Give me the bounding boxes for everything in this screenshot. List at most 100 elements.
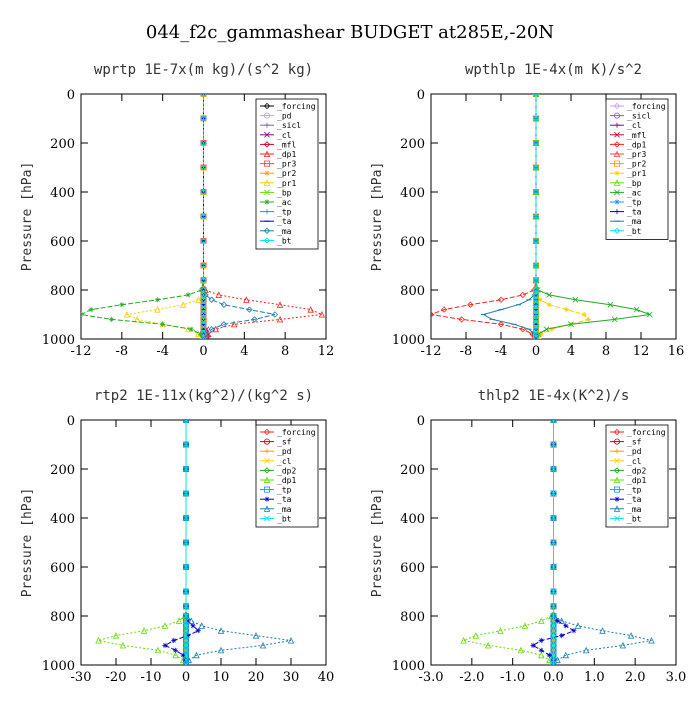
legend-marker [264, 199, 270, 205]
legend-entry-tp: _tp [627, 198, 642, 207]
x-tick-label: -4 [495, 344, 508, 359]
data-point [533, 336, 539, 339]
data-point [183, 490, 189, 497]
data-point [183, 613, 189, 619]
data-layer [95, 420, 295, 665]
data-point [554, 618, 561, 624]
data-point [550, 588, 557, 595]
legend-marker [264, 122, 270, 128]
data-point [521, 622, 529, 629]
y-tick-label: 400 [50, 512, 75, 527]
data-point [201, 335, 208, 339]
data-point [550, 637, 557, 644]
data-point [183, 622, 189, 629]
legend-marker [263, 227, 271, 234]
data-point [251, 316, 258, 323]
data-point [183, 441, 189, 448]
x-tick-label: 30 [283, 670, 300, 685]
data-point [574, 622, 582, 629]
data-point [460, 637, 467, 644]
legend-marker [264, 496, 270, 502]
data-point [183, 466, 189, 472]
legend-marker [263, 505, 271, 512]
legend-entry-pr2: _pr2 [277, 169, 296, 178]
data-point [537, 297, 543, 303]
data-layer [460, 420, 655, 665]
data-point [564, 307, 570, 313]
data-point [550, 657, 557, 663]
legend-entry-mfl: _mfl [627, 131, 646, 140]
legend-marker [614, 122, 620, 128]
legend-entry-pd: _pd [277, 447, 292, 456]
legend-entry-sf: _sf [627, 438, 642, 447]
legend-entry-tp: _tp [277, 208, 292, 217]
data-point [554, 656, 561, 664]
data-point [532, 213, 540, 220]
legend-entry-bt: _bt [277, 236, 292, 245]
legend-marker [613, 227, 621, 234]
y-axis-label: Pressure [hPa] [370, 488, 385, 598]
y-tick-label: 200 [50, 463, 75, 478]
chart-panel-1: wprtp 1E-7x(m kg)/(s^2 kg) -12 -8 -4 0 4 8 12 0 2… [20, 62, 334, 359]
data-point [185, 292, 191, 298]
y-tick-label: 800 [400, 284, 425, 299]
data-point [175, 617, 183, 624]
data-point [538, 651, 545, 659]
x-tick-label: -8 [115, 344, 128, 359]
data-point [532, 237, 540, 245]
legend-marker [613, 428, 621, 436]
y-axis-label: Pressure [hPa] [370, 162, 385, 272]
data-point [140, 627, 148, 634]
x-tick-label: -20 [106, 670, 127, 685]
chart-panel-2: wpthlp 1E-4x(m K)/s^2 -12 -8 -4 0 4 8 12 16 0 200 4… [370, 62, 684, 359]
data-point [220, 321, 228, 328]
data-point [172, 651, 179, 659]
data-point [188, 617, 195, 624]
data-point [549, 326, 555, 332]
data-point [550, 627, 557, 634]
y-tick-label: 1000 [42, 659, 75, 674]
x-tick-label: 0.0 [543, 670, 564, 685]
legend-entry-dp1: _dp1 [627, 140, 646, 149]
y-tick-label: 1000 [392, 333, 425, 348]
data-point [538, 637, 544, 644]
data-layer [81, 94, 326, 339]
y-tick-label: 400 [400, 512, 425, 527]
data-point [183, 603, 189, 610]
y-tick-label: 0 [417, 414, 425, 429]
legend-marker [613, 102, 621, 110]
data-point [202, 330, 209, 338]
data-point [538, 331, 544, 337]
data-point [467, 301, 474, 308]
data-point [183, 618, 189, 624]
data-point [550, 515, 557, 521]
legend: _forcing_sicl_cl_mfl_dp1_pr3_pr2_pr1_bp_… [605, 98, 669, 240]
data-point [484, 641, 492, 649]
x-tick-label: -8 [460, 344, 473, 359]
legend-marker [264, 209, 270, 215]
data-layer [431, 94, 653, 339]
data-point [154, 297, 161, 303]
plot-frame [80, 419, 327, 666]
legend-entry-sf: _sf [277, 438, 292, 447]
data-point [472, 632, 480, 639]
data-point [208, 326, 215, 333]
legend-entry-cl: _cl [627, 121, 642, 130]
legend-marker [614, 189, 620, 196]
legend-marker [614, 515, 620, 522]
data-point [582, 646, 590, 654]
data-point [550, 622, 557, 629]
legend-marker [264, 189, 270, 196]
legend-entry-pr1: _pr1 [627, 169, 646, 178]
legend-marker [614, 160, 621, 167]
legend-entry-bt: _bt [277, 514, 292, 523]
data-point [162, 642, 168, 648]
legend-marker [263, 486, 270, 493]
data-point [217, 646, 225, 654]
legend-entry-pr3: _pr3 [277, 160, 296, 169]
legend-entry-ma: _ma [277, 505, 292, 514]
data-point [559, 633, 565, 639]
data-point [252, 632, 260, 639]
legend-entry-sicl: _sicl [627, 112, 651, 121]
